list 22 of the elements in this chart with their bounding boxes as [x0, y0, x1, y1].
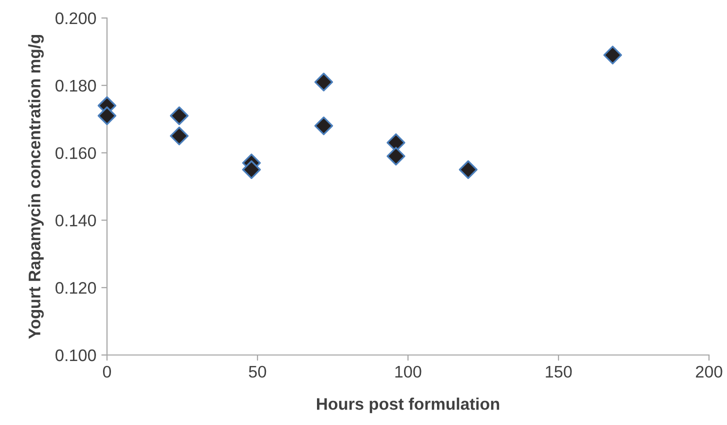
point: [170, 126, 189, 146]
x-axis-title: Hours post formulation: [316, 398, 500, 414]
point: [458, 160, 478, 179]
x-tick-label: 100: [395, 366, 422, 378]
point: [98, 106, 116, 126]
point: [242, 160, 261, 179]
point: [386, 146, 406, 166]
point: [170, 106, 189, 126]
point: [314, 72, 334, 92]
y-axis-title: Yogurt Rapamycin concentration mg/g: [28, 34, 44, 339]
y-tick-label: 0.120: [56, 282, 96, 294]
x-tick-label: 50: [248, 366, 266, 378]
point: [603, 46, 622, 64]
point: [314, 116, 334, 136]
y-tick-label: 0.160: [56, 147, 96, 160]
y-tick-label: 0.100: [56, 349, 96, 362]
x-tick-label: 150: [546, 366, 572, 378]
y-tick-label: 0.180: [56, 80, 96, 92]
y-tick-label: 0.140: [56, 214, 96, 226]
y-tick-label: 0.200: [56, 12, 96, 24]
x-tick-label: 200: [696, 366, 722, 378]
x-tick-label: 0: [103, 366, 111, 378]
